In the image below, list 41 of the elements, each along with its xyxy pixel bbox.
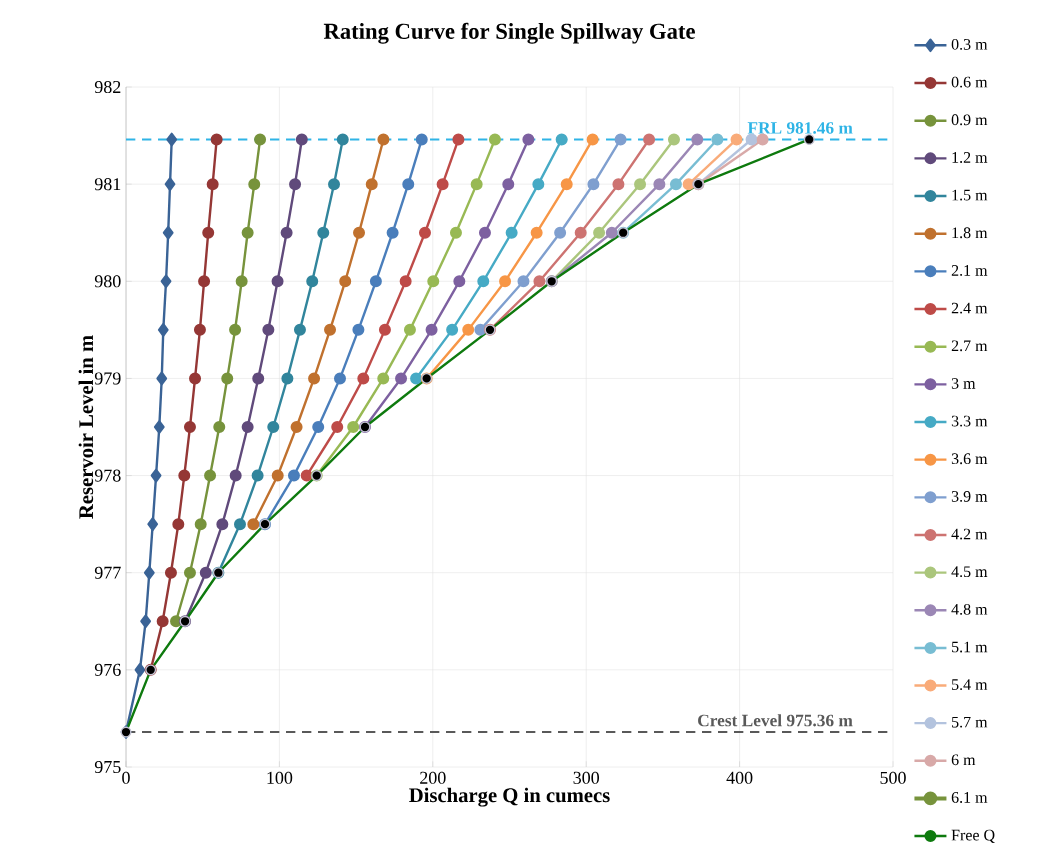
legend-label: 5.1 m [952,641,988,653]
legend-label: 1.2 m [952,152,988,163]
ref-line-label: Crest Level 975.36 m [698,714,853,727]
legend-label: 0.6 m [951,76,988,88]
legend-label: 2.7 m [951,340,988,352]
legend-label: 0.3 m [951,38,988,50]
y-tick-label: 976 [94,663,121,676]
y-tick-label: 981 [94,178,121,191]
y-tick-label: 978 [94,469,121,482]
y-tick-label: 977 [94,566,121,579]
ref-line-label: FRL 981.46 m [747,122,853,134]
legend-label: 4.2 m [951,528,988,540]
x-tick-label: 100 [267,771,293,784]
chart-title: Rating Curve for Single Spillway Gate [323,22,695,44]
legend-label: 3.6 m [951,453,988,465]
legend-label: 5.4 m [952,679,988,691]
legend-label: Free Q [951,829,995,843]
x-axis-title: Discharge Q in cumecs [409,787,610,807]
legend-label: 3.3 m [951,415,988,427]
legend-label: 4.5 m [951,566,988,578]
legend-label: 2.1 m [951,265,988,276]
x-tick-label: 500 [880,771,906,784]
legend-label: 0.9 m [951,114,988,126]
x-tick-label: 300 [573,771,600,784]
legend-label: 3.9 m [951,491,988,502]
legend-label: 5.7 m [952,716,988,728]
legend-label: 2.4 m [951,302,988,314]
legend-label: 6 m [951,754,976,766]
y-axis-title: Reservoir Level in m [78,335,94,519]
legend-label: 1.8 m [952,227,988,239]
legend-label: 4.8 m [951,603,988,615]
y-tick-label: 979 [94,372,121,385]
x-tick-label: 400 [726,771,753,784]
x-tick-label: 0 [122,771,130,784]
y-tick-label: 980 [94,275,121,288]
legend-label: 3 m [951,378,976,389]
y-tick-label: 982 [94,80,121,94]
x-tick-label: 200 [420,771,446,784]
y-tick-label: 975 [94,760,121,774]
legend-label: 6.1 m [951,792,988,803]
legend-label: 1.5 m [952,189,988,201]
